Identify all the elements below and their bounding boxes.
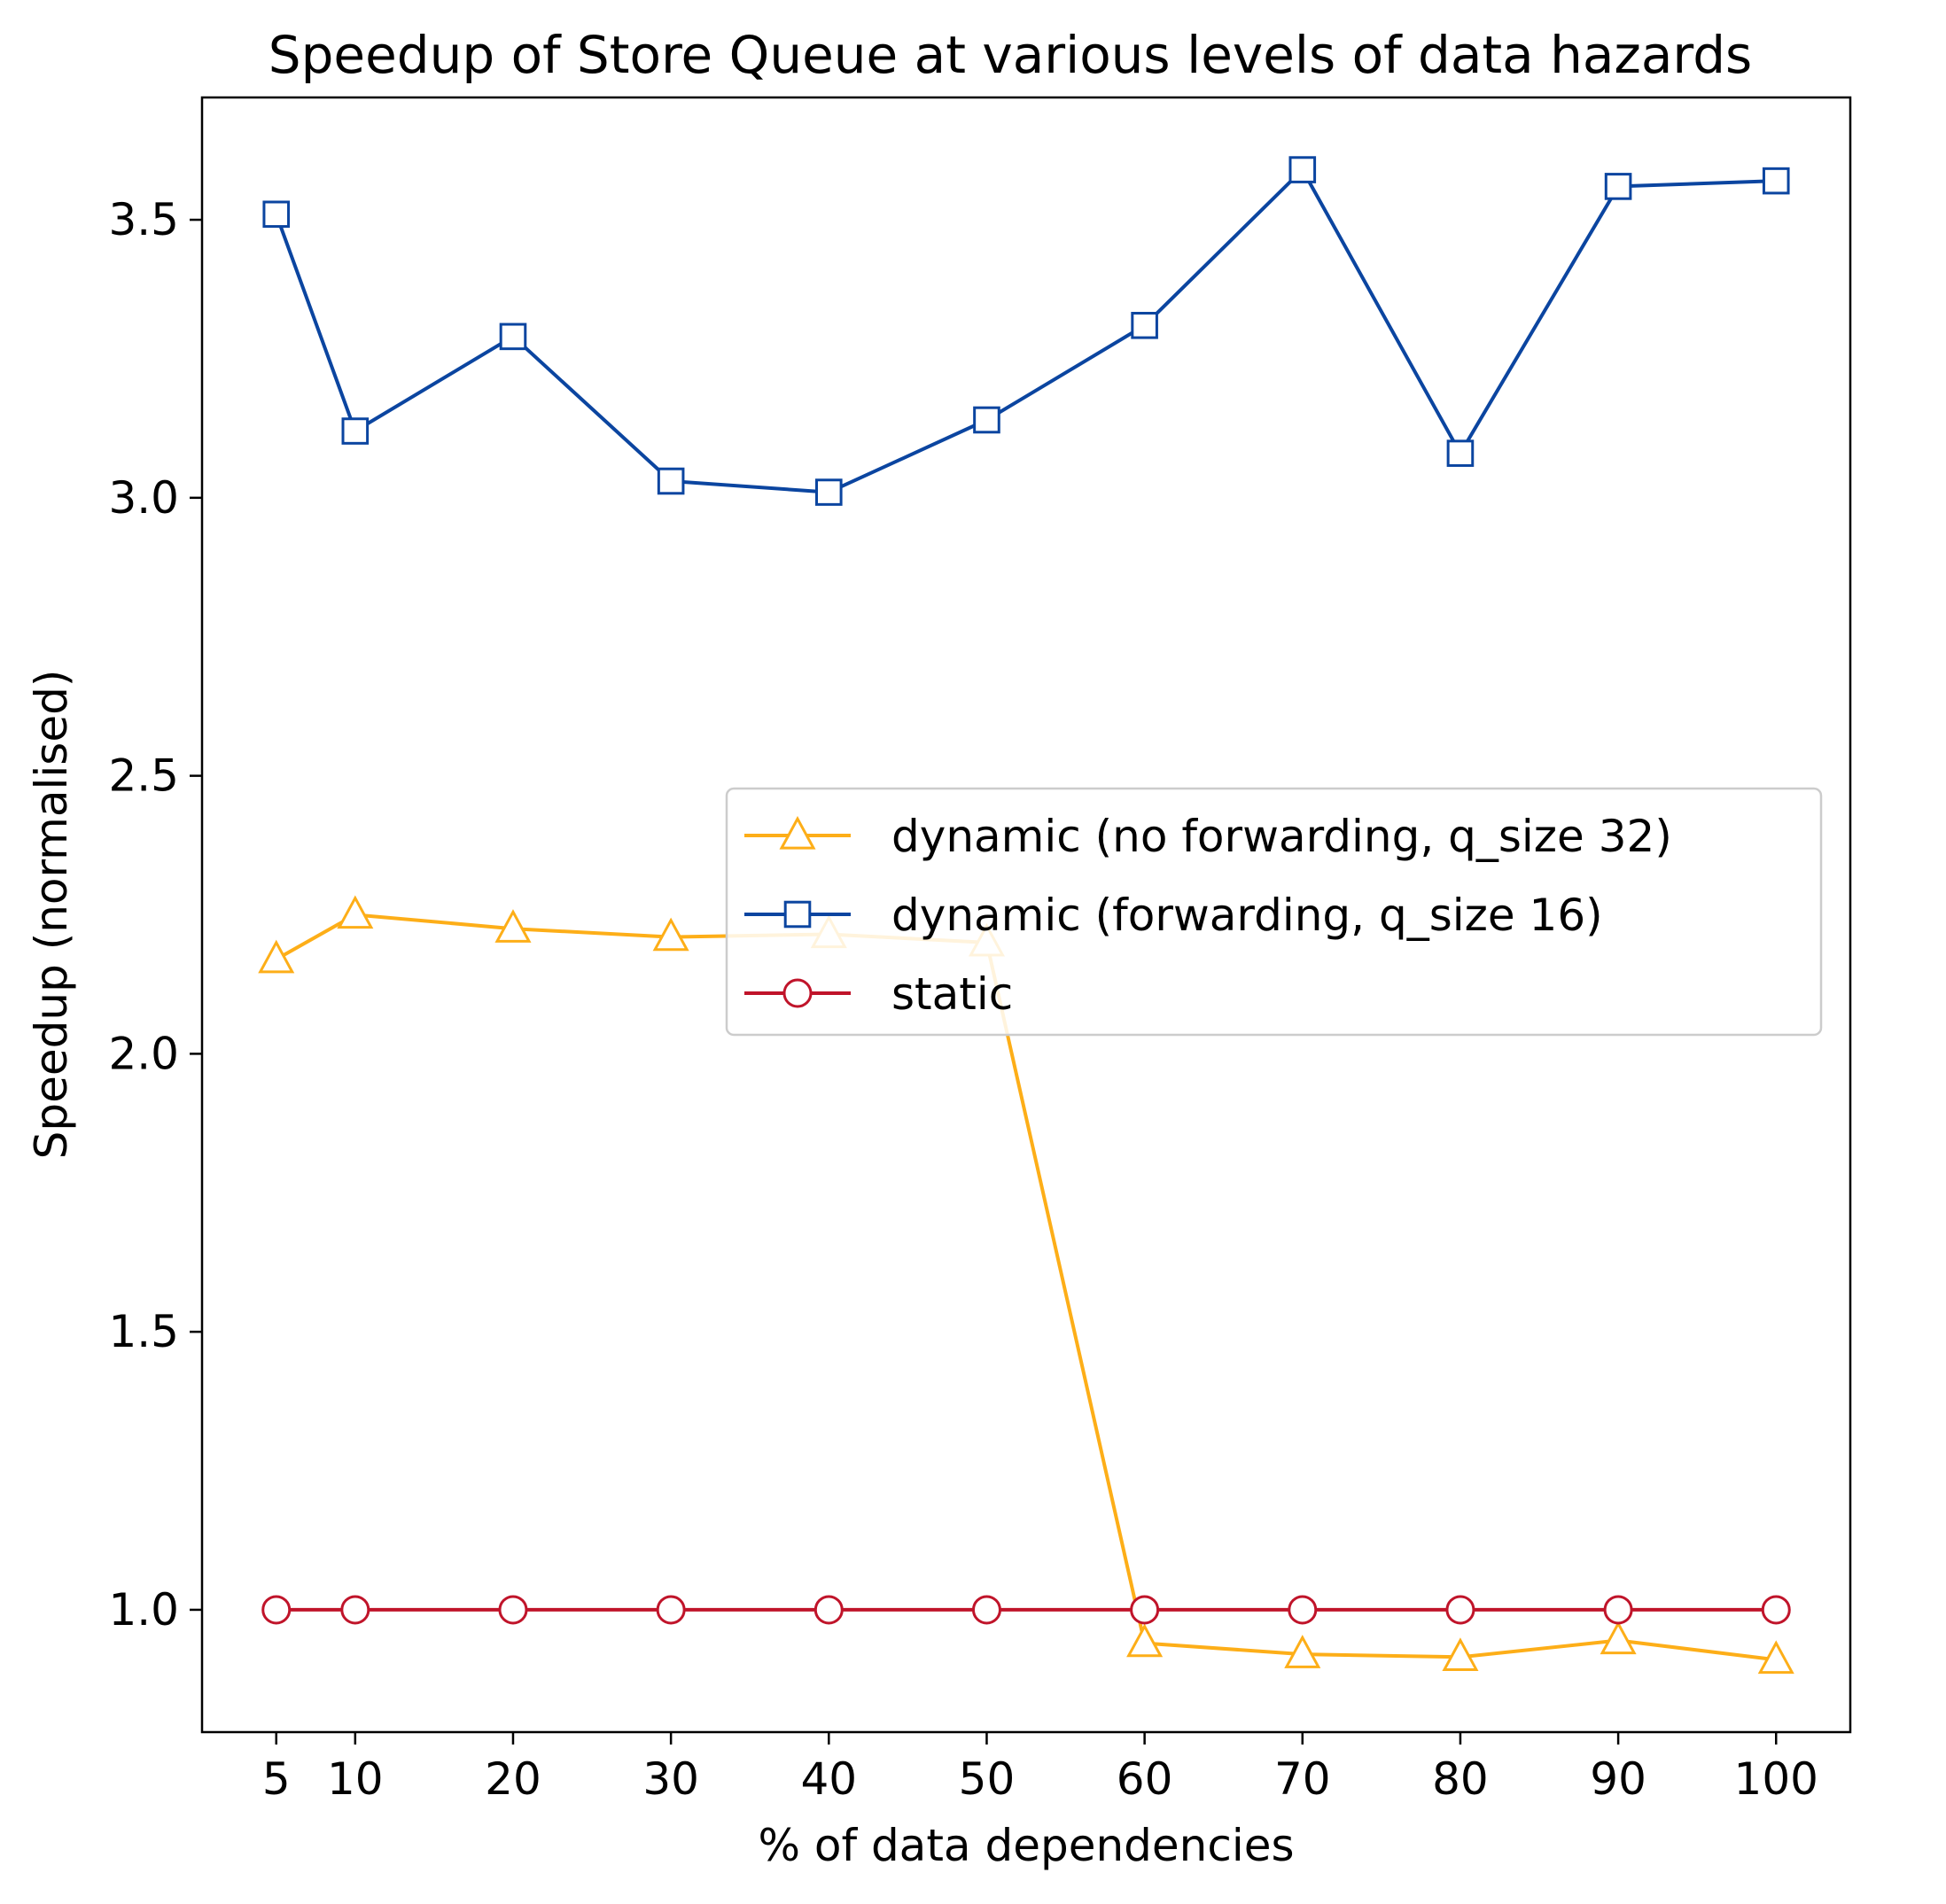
x-tick-label: 80 xyxy=(1432,1753,1489,1805)
data-point xyxy=(1445,1595,1475,1625)
data-point xyxy=(337,895,374,929)
data-point xyxy=(1600,1620,1637,1655)
data-point xyxy=(1130,1595,1160,1625)
legend: dynamic (no forwarding, q_size 32) dynami… xyxy=(725,787,1823,1037)
data-point xyxy=(1446,439,1475,467)
data-point xyxy=(341,417,370,445)
data-point xyxy=(494,909,532,943)
data-point xyxy=(261,1595,292,1625)
x-tick-label: 90 xyxy=(1590,1753,1646,1805)
x-tick-label: 100 xyxy=(1734,1753,1818,1805)
y-tick-label: 3.0 xyxy=(108,472,179,524)
legend-entry: static xyxy=(744,968,1013,1020)
data-point xyxy=(1131,311,1158,339)
data-point xyxy=(1288,1595,1318,1625)
data-point xyxy=(656,1595,686,1625)
plot-frame xyxy=(200,96,1852,1734)
chart-title: Speedup of Store Queue at various levels… xyxy=(269,25,1752,85)
y-tick-label: 1.0 xyxy=(108,1584,179,1636)
data-point xyxy=(1288,156,1317,183)
data-point xyxy=(813,1595,844,1625)
data-point xyxy=(499,323,527,351)
x-tick-label: 50 xyxy=(959,1753,1016,1805)
x-tick-label: 10 xyxy=(327,1753,384,1805)
y-tick-label: 2.5 xyxy=(108,750,179,802)
x-tick-label: 60 xyxy=(1117,1753,1173,1805)
x-axis: 5 10 20 30 40 50 60 70 80 90 100 xyxy=(262,1732,1818,1805)
data-point xyxy=(657,467,685,495)
data-point xyxy=(1762,167,1790,195)
x-tick-label: 20 xyxy=(485,1753,541,1805)
legend-label: dynamic (no forwarding, q_size 32) xyxy=(891,811,1672,862)
y-axis-label: Speedup (normalised) xyxy=(26,670,77,1160)
legend-label: static xyxy=(891,968,1013,1020)
data-point xyxy=(652,917,689,952)
data-point xyxy=(258,939,295,974)
legend-marker xyxy=(783,900,812,929)
data-point xyxy=(814,478,843,506)
x-tick-label: 40 xyxy=(800,1753,857,1805)
x-axis-label: % of data dependencies xyxy=(758,1820,1294,1871)
y-tick-label: 3.5 xyxy=(108,194,179,245)
series-1 xyxy=(262,156,1790,506)
legend-marker xyxy=(779,815,816,850)
data-point xyxy=(340,1595,370,1625)
data-point xyxy=(1761,1595,1791,1625)
x-tick-label: 70 xyxy=(1274,1753,1331,1805)
data-point xyxy=(1757,1640,1794,1675)
data-point xyxy=(973,406,1000,434)
legend-entry: dynamic (no forwarding, q_size 32) xyxy=(744,811,1672,862)
data-point xyxy=(1126,1623,1164,1658)
y-tick-label: 2.0 xyxy=(108,1028,179,1079)
series-2 xyxy=(261,1595,1791,1625)
data-point xyxy=(971,1595,1001,1625)
data-point xyxy=(1604,173,1632,200)
x-tick-label: 5 xyxy=(262,1753,291,1805)
legend-marker xyxy=(782,978,813,1008)
data-point xyxy=(1284,1635,1321,1668)
legend-label: dynamic (forwarding, q_size 16) xyxy=(891,890,1603,941)
y-tick-label: 1.5 xyxy=(108,1306,179,1357)
x-tick-label: 30 xyxy=(642,1753,699,1805)
data-point xyxy=(1603,1595,1633,1625)
legend-entry: dynamic (forwarding, q_size 16) xyxy=(744,890,1603,941)
legend-box xyxy=(725,787,1823,1037)
y-axis: 1.0 1.5 2.0 2.5 3.0 3.5 xyxy=(108,194,202,1636)
data-point xyxy=(498,1595,528,1625)
data-point xyxy=(262,200,291,229)
data-point xyxy=(1442,1637,1479,1671)
